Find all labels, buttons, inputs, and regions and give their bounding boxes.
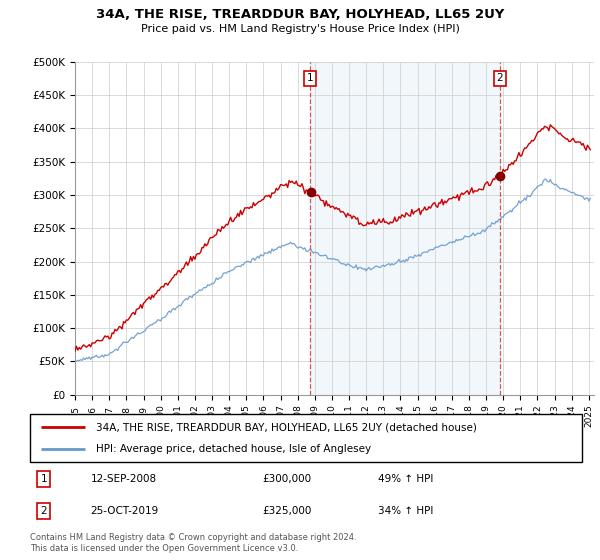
Text: Contains HM Land Registry data © Crown copyright and database right 2024.
This d: Contains HM Land Registry data © Crown c… bbox=[30, 533, 356, 553]
Text: 34% ↑ HPI: 34% ↑ HPI bbox=[378, 506, 433, 516]
Text: Price paid vs. HM Land Registry's House Price Index (HPI): Price paid vs. HM Land Registry's House … bbox=[140, 24, 460, 34]
Text: 2: 2 bbox=[496, 73, 503, 83]
Text: 34A, THE RISE, TREARDDUR BAY, HOLYHEAD, LL65 2UY (detached house): 34A, THE RISE, TREARDDUR BAY, HOLYHEAD, … bbox=[96, 422, 477, 432]
Text: HPI: Average price, detached house, Isle of Anglesey: HPI: Average price, detached house, Isle… bbox=[96, 444, 371, 454]
Text: £325,000: £325,000 bbox=[262, 506, 311, 516]
Text: 49% ↑ HPI: 49% ↑ HPI bbox=[378, 474, 433, 484]
Text: 34A, THE RISE, TREARDDUR BAY, HOLYHEAD, LL65 2UY: 34A, THE RISE, TREARDDUR BAY, HOLYHEAD, … bbox=[96, 8, 504, 21]
Text: £300,000: £300,000 bbox=[262, 474, 311, 484]
Bar bbox=[310, 62, 500, 395]
Text: 2: 2 bbox=[40, 506, 47, 516]
Text: 1: 1 bbox=[307, 73, 313, 83]
Text: 25-OCT-2019: 25-OCT-2019 bbox=[91, 506, 159, 516]
Text: 1: 1 bbox=[40, 474, 47, 484]
Text: 12-SEP-2008: 12-SEP-2008 bbox=[91, 474, 157, 484]
